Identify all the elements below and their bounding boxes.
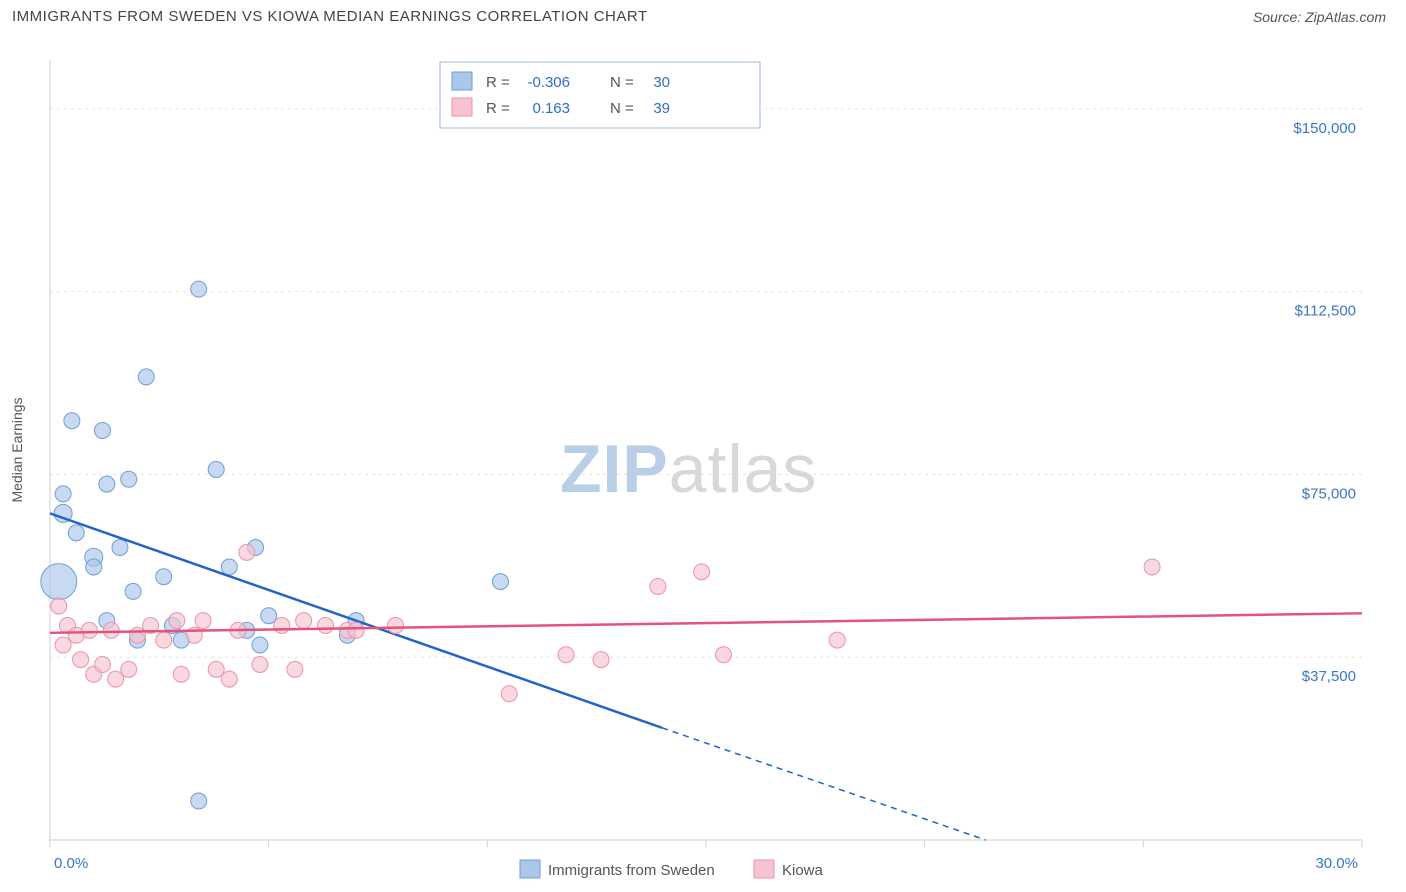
data-point (208, 462, 224, 478)
chart-header: IMMIGRANTS FROM SWEDEN VS KIOWA MEDIAN E… (0, 0, 1406, 29)
data-point (125, 583, 141, 599)
data-point (55, 486, 71, 502)
y-tick-label: $112,500 (1295, 303, 1356, 320)
legend-swatch (452, 98, 472, 116)
data-point (94, 423, 110, 439)
data-point (138, 369, 154, 385)
data-point (221, 671, 237, 687)
y-tick-label: $75,000 (1302, 485, 1356, 502)
legend-swatch (754, 860, 774, 878)
data-point (86, 559, 102, 575)
data-point (55, 637, 71, 653)
data-point (593, 652, 609, 668)
legend-series-label: Immigrants from Sweden (548, 862, 715, 879)
data-point (208, 661, 224, 677)
data-point (252, 657, 268, 673)
data-point (121, 661, 137, 677)
legend-r-label: R = (486, 100, 510, 117)
legend-swatch (520, 860, 540, 878)
data-point (121, 471, 137, 487)
correlation-scatter-chart: $37,500 $75,000 $112,500 $150,000 0.0% 30.0% M… (0, 40, 1406, 892)
data-point (191, 793, 207, 809)
data-point (64, 413, 80, 429)
y-tick-label: $150,000 (1293, 120, 1356, 137)
y-tick-label: $37,500 (1302, 668, 1356, 685)
legend-series-label: Kiowa (782, 862, 824, 879)
trend-line (50, 513, 662, 728)
legend-swatch (452, 72, 472, 90)
data-point (694, 564, 710, 580)
data-point (829, 632, 845, 648)
data-point (348, 622, 364, 638)
data-point (501, 686, 517, 702)
data-point (274, 618, 290, 634)
data-point (108, 671, 124, 687)
legend-r-value: -0.306 (527, 74, 570, 91)
legend-n-value: 39 (653, 100, 670, 117)
data-point (68, 525, 84, 541)
data-point (296, 613, 312, 629)
x-max-label: 30.0% (1315, 855, 1358, 872)
data-point (715, 647, 731, 663)
trend-line-extrapolated (662, 728, 985, 840)
x-min-label: 0.0% (54, 855, 88, 872)
data-point (51, 598, 67, 614)
data-point (112, 540, 128, 556)
chart-container: $37,500 $75,000 $112,500 $150,000 0.0% 30.0% M… (0, 40, 1406, 892)
data-point (252, 637, 268, 653)
data-point (650, 579, 666, 595)
data-point (195, 613, 211, 629)
data-point (169, 613, 185, 629)
data-point (94, 657, 110, 673)
data-point (191, 281, 207, 297)
data-point (156, 632, 172, 648)
y-axis-label: Median Earnings (9, 397, 25, 502)
data-point (492, 574, 508, 590)
data-point (156, 569, 172, 585)
legend-r-label: R = (486, 74, 510, 91)
legend-n-value: 30 (653, 74, 670, 91)
data-point (129, 627, 145, 643)
data-point (221, 559, 237, 575)
data-point (558, 647, 574, 663)
legend-n-label: N = (610, 74, 634, 91)
legend-r-value: 0.163 (532, 100, 570, 117)
data-point (41, 564, 77, 600)
legend-box (440, 62, 760, 128)
data-point (287, 661, 303, 677)
legend-n-label: N = (610, 100, 634, 117)
data-point (173, 666, 189, 682)
data-point (318, 618, 334, 634)
chart-title: IMMIGRANTS FROM SWEDEN VS KIOWA MEDIAN E… (12, 8, 648, 25)
data-point (99, 476, 115, 492)
chart-source: Source: ZipAtlas.com (1253, 9, 1386, 25)
data-point (1144, 559, 1160, 575)
data-point (387, 618, 403, 634)
data-point (261, 608, 277, 624)
data-point (81, 622, 97, 638)
data-point (239, 544, 255, 560)
data-point (73, 652, 89, 668)
data-point (103, 622, 119, 638)
